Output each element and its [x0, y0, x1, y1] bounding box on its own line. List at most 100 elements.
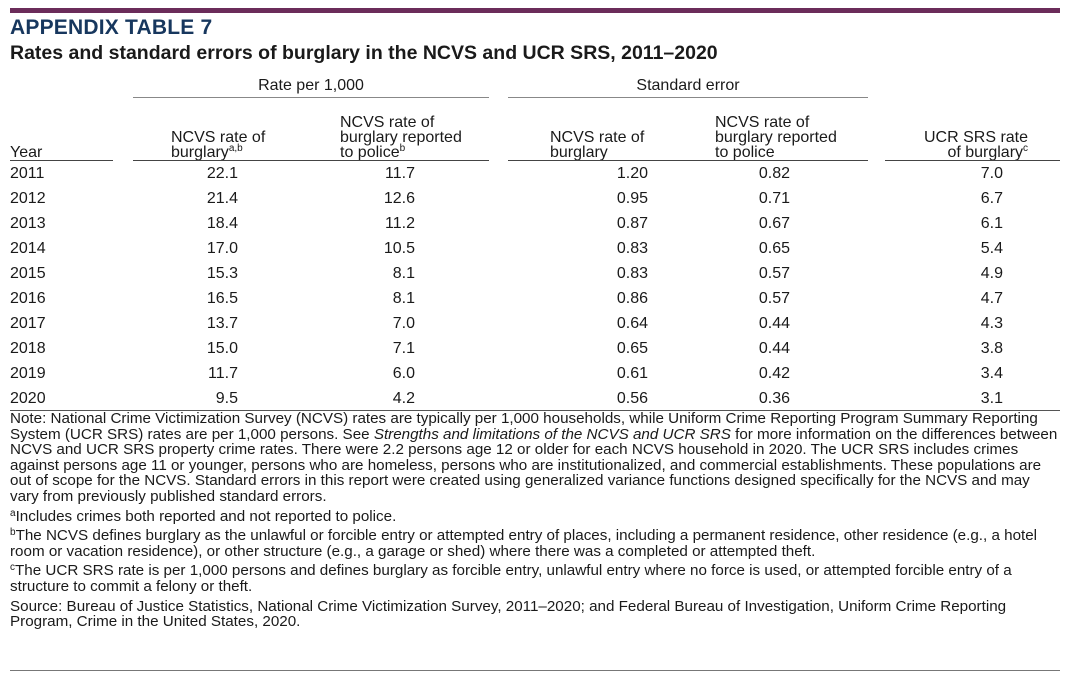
cell-se-reported: 0.82 — [758, 165, 790, 182]
cell-ncvs-reported: 11.7 — [385, 165, 415, 182]
cell-se-ncvs-rate: 0.83 — [616, 240, 648, 257]
column-header-text: NCVS rate of burglary reported to police — [340, 114, 462, 161]
cell-year: 2013 — [10, 215, 46, 232]
table-row: 2019 11.7 6.0 0.61 0.42 3.4 — [10, 361, 1060, 386]
cell-year: 2014 — [10, 240, 46, 257]
footnote-a: aIncludes crimes both reported and not r… — [10, 507, 397, 525]
table-row: 2012 21.4 12.6 0.95 0.71 6.7 — [10, 186, 1060, 211]
cell-se-ncvs-rate: 0.83 — [616, 265, 648, 282]
table-row: 2011 22.1 11.7 1.20 0.82 7.0 — [10, 161, 1060, 186]
table-bottom-rule — [10, 410, 1060, 411]
cell-se-ncvs-rate: 0.95 — [616, 190, 648, 207]
column-header-se-ncvs-rate: NCVS rate of burglary — [550, 129, 645, 161]
cell-ncvs-reported: 10.5 — [383, 240, 415, 257]
cell-year: 2015 — [10, 265, 46, 282]
cell-se-reported: 0.71 — [758, 190, 790, 207]
footnote-marker: c — [1023, 143, 1029, 154]
cell-ucr-rate: 3.4 — [980, 365, 1003, 382]
cell-ncvs-rate: 22.1 — [206, 165, 238, 182]
table-row: 2013 18.4 11.2 0.87 0.67 6.1 — [10, 211, 1060, 236]
header-rule — [10, 160, 113, 161]
header-rule — [885, 160, 1060, 161]
cell-ucr-rate: 5.4 — [980, 240, 1003, 257]
cell-ncvs-rate: 18.4 — [206, 215, 238, 232]
cell-ncvs-rate: 16.5 — [206, 290, 238, 307]
table-row: 2018 15.0 7.1 0.65 0.44 3.8 — [10, 336, 1060, 361]
cell-year: 2019 — [10, 365, 46, 382]
cell-ucr-rate: 3.1 — [980, 390, 1003, 407]
table-row: 2016 16.5 8.1 0.86 0.57 4.7 — [10, 286, 1060, 311]
cell-se-ncvs-rate: 0.86 — [616, 290, 648, 307]
cell-se-ncvs-rate: 0.56 — [616, 390, 648, 407]
cell-se-reported: 0.44 — [758, 315, 790, 332]
table-kicker: APPENDIX TABLE 7 — [10, 16, 213, 39]
cell-se-reported: 0.57 — [758, 290, 790, 307]
column-header-ncvs-rate: NCVS rate of burglarya,b — [171, 129, 266, 161]
table-row: 2015 15.3 8.1 0.83 0.57 4.9 — [10, 261, 1060, 286]
column-header-se-reported-to-police: NCVS rate of burglary reported to police — [715, 114, 837, 161]
table-notes: Note: National Crime Victimization Surve… — [10, 411, 1060, 634]
cell-year: 2012 — [10, 190, 46, 207]
footnote-marker: b — [399, 143, 406, 154]
cell-se-ncvs-rate: 1.20 — [616, 165, 648, 182]
cell-se-reported: 0.44 — [758, 340, 790, 357]
cell-ncvs-reported: 11.2 — [385, 215, 415, 232]
cell-ncvs-reported: 6.0 — [392, 365, 415, 382]
cell-se-ncvs-rate: 0.87 — [616, 215, 648, 232]
cell-ncvs-rate: 11.7 — [208, 365, 238, 382]
cell-ncvs-reported: 8.1 — [392, 290, 415, 307]
cell-ncvs-reported: 12.6 — [383, 190, 415, 207]
cell-year: 2018 — [10, 340, 46, 357]
cell-ncvs-rate: 17.0 — [206, 240, 238, 257]
column-header-text: UCR SRS rate of burglary — [924, 129, 1029, 161]
cell-ncvs-rate: 13.7 — [206, 315, 238, 332]
cell-year: 2017 — [10, 315, 46, 332]
cell-se-reported: 0.36 — [758, 390, 790, 407]
header-rule — [133, 160, 489, 161]
footnote-b: bThe NCVS defines burglary as the unlawf… — [10, 527, 1038, 560]
cell-ncvs-rate: 21.4 — [206, 190, 238, 207]
group-rule-rate — [133, 97, 489, 98]
column-header-ucr-srs-rate: UCR SRS rate of burglaryc — [924, 129, 1029, 161]
cell-se-reported: 0.67 — [758, 215, 790, 232]
cell-ucr-rate: 4.9 — [980, 265, 1003, 282]
footnote-marker: a,b — [228, 143, 243, 154]
table-row: 2020 9.5 4.2 0.56 0.36 3.1 — [10, 386, 1060, 411]
cell-year: 2011 — [10, 165, 45, 182]
table-row: 2017 13.7 7.0 0.64 0.44 4.3 — [10, 311, 1060, 336]
cell-year: 2020 — [10, 390, 46, 407]
cell-ncvs-rate: 9.5 — [215, 390, 238, 407]
cell-ucr-rate: 3.8 — [980, 340, 1003, 357]
page-bottom-rule — [10, 670, 1060, 671]
group-header-standard-error: Standard error — [636, 77, 740, 94]
appendix-table-page: APPENDIX TABLE 7 Rates and standard erro… — [10, 0, 1060, 676]
note-paragraph: Note: National Crime Victimization Surve… — [10, 410, 1058, 505]
cell-ucr-rate: 6.7 — [980, 190, 1003, 207]
source-note: Source: Bureau of Justice Statistics, Na… — [10, 597, 1007, 631]
cell-se-reported: 0.42 — [758, 365, 790, 382]
table-row: 2014 17.0 10.5 0.83 0.65 5.4 — [10, 236, 1060, 261]
cell-se-ncvs-rate: 0.65 — [616, 340, 648, 357]
header-rule — [508, 160, 868, 161]
cell-ncvs-rate: 15.3 — [206, 265, 238, 282]
cell-ucr-rate: 6.1 — [980, 215, 1003, 232]
cell-ucr-rate: 7.0 — [980, 165, 1003, 182]
column-header-text: NCVS rate of burglary — [171, 129, 266, 161]
group-header-rate: Rate per 1,000 — [258, 77, 364, 94]
cell-ncvs-reported: 7.0 — [392, 315, 415, 332]
cell-ncvs-reported: 7.1 — [392, 340, 415, 357]
cell-se-reported: 0.57 — [758, 265, 790, 282]
cell-se-ncvs-rate: 0.61 — [616, 365, 648, 382]
table-title: Rates and standard errors of burglary in… — [10, 42, 718, 64]
group-rule-standard-error — [508, 97, 868, 98]
cell-ucr-rate: 4.3 — [980, 315, 1003, 332]
top-accent-bar — [10, 8, 1060, 13]
cell-year: 2016 — [10, 290, 46, 307]
cell-se-ncvs-rate: 0.64 — [616, 315, 648, 332]
cell-ncvs-reported: 4.2 — [392, 390, 415, 407]
footnote-c: cThe UCR SRS rate is per 1,000 persons a… — [10, 562, 1012, 595]
column-header-ncvs-reported-to-police: NCVS rate of burglary reported to police… — [340, 114, 462, 161]
cell-ucr-rate: 4.7 — [980, 290, 1003, 307]
column-header-year: Year — [10, 144, 43, 161]
cell-ncvs-reported: 8.1 — [392, 265, 415, 282]
